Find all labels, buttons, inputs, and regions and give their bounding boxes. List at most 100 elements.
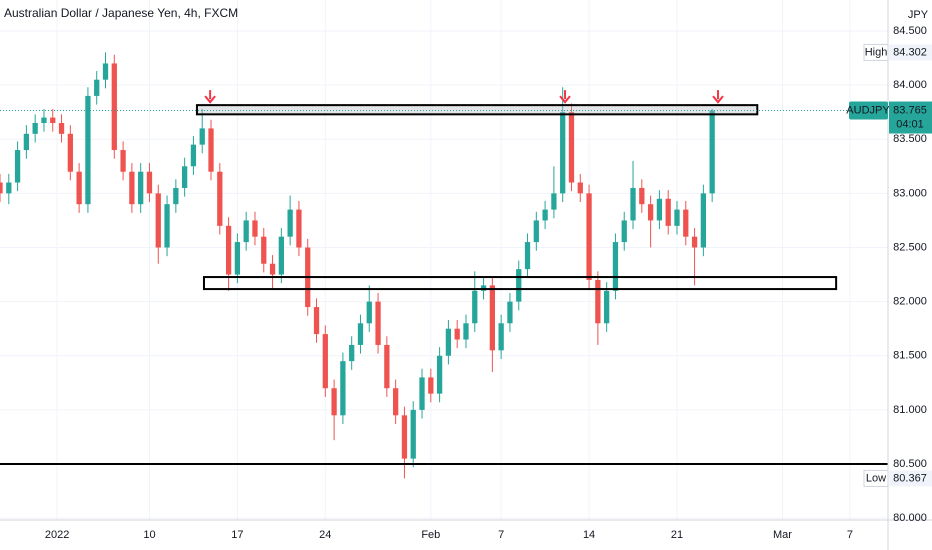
x-tick-label: 17 <box>231 529 243 541</box>
y-tick-label: 84.500 <box>893 25 927 37</box>
candle-body <box>120 150 126 172</box>
countdown-label: 04:01 <box>896 118 924 130</box>
candle-body <box>164 204 170 248</box>
candle-body <box>612 242 619 291</box>
plot <box>0 52 888 479</box>
arrow-head <box>204 95 216 104</box>
candle-body <box>14 150 21 183</box>
candle-body <box>190 144 197 167</box>
candle-body <box>208 128 214 172</box>
y-tick-label: 80.500 <box>893 458 927 470</box>
y-tick-label: 80.000 <box>893 512 927 524</box>
x-tick-label: 10 <box>143 529 155 541</box>
candle-body <box>384 344 390 389</box>
x-tick-label: 7 <box>847 529 853 541</box>
y-tick-label: 83.500 <box>893 133 927 145</box>
candle-body <box>586 193 592 280</box>
candle-body <box>225 225 232 275</box>
candle-body <box>199 128 205 145</box>
candle-body <box>252 220 258 237</box>
y-tick-label: 81.000 <box>893 404 927 416</box>
candle-body <box>507 301 513 324</box>
candle-body <box>41 117 47 123</box>
candle-body <box>709 110 715 194</box>
currency-label: JPY <box>908 9 929 21</box>
y-tick-label: 82.000 <box>893 296 927 308</box>
candle-body <box>349 344 355 362</box>
candle-body <box>604 290 610 324</box>
extreme-name-tag <box>863 43 889 61</box>
last-price-label: 83.765 <box>893 104 927 116</box>
candle-body <box>691 236 698 248</box>
candle-body <box>595 279 601 324</box>
candle-body <box>287 209 293 237</box>
candle-body <box>621 220 627 243</box>
chart-title: Australian Dollar / Japanese Yen, 4h, FX… <box>4 6 238 20</box>
candle-body <box>102 63 109 80</box>
candle-body <box>261 236 267 264</box>
x-tick-label: 24 <box>319 529 331 541</box>
extreme-name-tag <box>863 469 889 487</box>
level-zone <box>195 104 759 116</box>
arrow-head <box>712 95 724 104</box>
y-tick-label: 81.500 <box>893 350 927 362</box>
candle-body <box>375 301 381 345</box>
candle-body <box>674 209 680 226</box>
y-tick-label: 82.500 <box>893 241 927 253</box>
candle-body <box>23 133 30 151</box>
candle-body <box>58 122 65 134</box>
candle-body <box>419 377 425 410</box>
candle-body <box>234 242 241 275</box>
candle-body <box>243 220 249 243</box>
arrow-head <box>559 95 571 104</box>
candle-body <box>331 388 337 416</box>
candle-body <box>278 236 284 275</box>
candle-body <box>322 334 328 389</box>
candle-body <box>181 166 188 188</box>
candle-body <box>129 171 135 205</box>
candle-body <box>269 263 276 275</box>
candle-body <box>630 187 636 221</box>
candle-body <box>76 171 82 205</box>
candle-body <box>436 355 443 394</box>
candle-body <box>533 220 539 243</box>
candle-body <box>577 182 583 194</box>
y-tick-label: 83.000 <box>893 187 927 199</box>
candle-body <box>428 377 434 394</box>
candle-body <box>155 193 161 248</box>
candle-body <box>410 409 416 459</box>
price-tag <box>889 101 932 134</box>
extreme-name: High <box>865 46 888 58</box>
axes: 80.000 80.500 81.000 81.500 82.000 82.500 83.0… <box>45 25 932 541</box>
extreme-value: 80.367 <box>893 472 927 484</box>
candle-body <box>146 171 153 194</box>
candle-body <box>551 193 557 210</box>
candle-body <box>357 323 364 345</box>
candle-body <box>665 198 671 226</box>
candle-body <box>6 182 12 194</box>
candle-body <box>111 63 117 151</box>
candle-body <box>217 171 223 226</box>
x-tick-label: 2022 <box>45 529 69 541</box>
candle-body <box>94 79 100 96</box>
candle-body <box>340 361 346 416</box>
x-tick-label: 21 <box>671 529 683 541</box>
candle-body <box>463 323 469 340</box>
candle-body <box>393 388 399 416</box>
candle-body <box>366 301 372 324</box>
candle-body <box>138 171 144 205</box>
candle-body <box>656 198 663 221</box>
candle-body <box>454 328 460 340</box>
candle-body <box>67 133 73 172</box>
candle-body <box>445 328 452 356</box>
extreme-value-tag <box>889 470 932 487</box>
candle-body <box>173 187 179 205</box>
candle-body <box>647 204 654 221</box>
candle-body <box>568 112 575 183</box>
candle-body <box>524 242 531 270</box>
candle-body <box>85 95 91 205</box>
candle-body <box>0 182 3 194</box>
x-tick-label: 7 <box>498 529 504 541</box>
extreme-name: Low <box>866 472 886 484</box>
